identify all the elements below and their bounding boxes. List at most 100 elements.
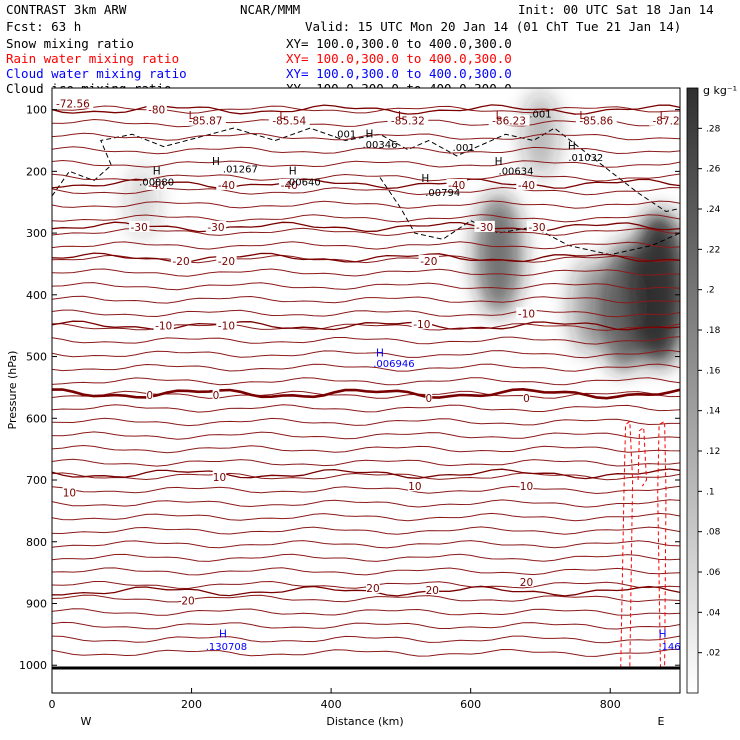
isotherm-430 — [52, 309, 680, 318]
extremum-H-8: H — [289, 165, 297, 177]
temp-label-bg-13 — [129, 220, 150, 232]
temp-label-2: -85.87 — [189, 116, 223, 128]
isotherm-870 — [52, 580, 680, 590]
rain-water-contours — [620, 420, 667, 669]
temp-label-bg-7 — [649, 114, 680, 126]
temp-label-22: -10 — [413, 319, 430, 331]
field-cloudwater-xy: XY= 100.0,300.0 to 400.0,300.0 — [286, 66, 512, 81]
temp-label-bg-28 — [62, 486, 77, 498]
isotherm-254 — [52, 200, 680, 209]
isotherm-main--20 — [52, 252, 680, 263]
isotherm-936 — [52, 621, 680, 630]
colorbar-tick-label-3: .08 — [706, 528, 721, 538]
isotherm-650 — [52, 444, 680, 454]
snow-core-1 — [599, 242, 649, 372]
temp-label-9: -40 — [218, 180, 235, 192]
y-tick-label-500: 500 — [26, 351, 47, 364]
isotherm-144 — [52, 132, 680, 141]
temp-label-bg-23 — [516, 307, 537, 319]
header-fcst: Fcst: 63 h — [6, 19, 81, 34]
temp-label-bg-31 — [519, 480, 534, 492]
value-label-8: .001 — [453, 143, 475, 154]
temp-label-bg-12 — [516, 178, 537, 190]
temp-label-35: 20 — [520, 577, 533, 589]
temp-label-bg-6 — [575, 114, 617, 126]
value-label-0: .00880 — [139, 178, 174, 189]
isotherm-716 — [52, 485, 680, 495]
temp-label-16: -30 — [528, 222, 545, 234]
y-axis-title: Pressure (hPa) — [6, 351, 19, 430]
y-tick-label-800: 800 — [26, 536, 47, 549]
isotherm-364 — [52, 268, 680, 277]
field-cloudwater-label: Cloud water mixing ratio — [6, 66, 187, 81]
temp-label-bg-5 — [488, 114, 530, 126]
value-label-7: .001 — [334, 129, 356, 140]
temp-label-bg-17 — [170, 254, 192, 266]
extremum-L-1: L — [279, 110, 285, 122]
temp-label-33: 20 — [366, 583, 379, 595]
isotherm-main-20 — [52, 585, 680, 597]
temp-label-11: -40 — [448, 180, 465, 192]
isotherm-914 — [52, 608, 680, 616]
extremum-L-3: L — [496, 110, 502, 122]
temp-label-bg-3 — [268, 114, 310, 126]
isotherm-760 — [52, 512, 680, 522]
value-label-5: .00634 — [499, 166, 534, 177]
field-rain-label: Rain water mixing ratio — [6, 51, 179, 66]
extremum-L-4: L — [579, 110, 585, 122]
cloud-ice-contour-upper — [52, 127, 680, 213]
colorbar-tick-label-1: .04 — [706, 608, 721, 618]
x-tick-label-400: 400 — [321, 698, 342, 711]
extremum-H-9: H — [366, 128, 374, 140]
temp-label-4: -85.32 — [391, 116, 425, 128]
y-tick-label-900: 900 — [26, 597, 47, 610]
extremum-H-14: H — [219, 628, 227, 640]
isotherm-298 — [52, 227, 680, 237]
temp-label-0: -72.56 — [56, 98, 90, 110]
temp-label-28: 10 — [63, 487, 76, 499]
temp-label-15: -30 — [476, 222, 493, 234]
x-tick-label-0: 0 — [49, 698, 56, 711]
isotherm-408 — [52, 295, 680, 304]
isotherm-892 — [52, 594, 680, 603]
isotherm-980 — [52, 648, 680, 657]
temp-label-19: -20 — [420, 256, 437, 268]
isotherm-694 — [52, 472, 680, 481]
temp-label-bg-25 — [212, 388, 220, 400]
temp-label-32: 20 — [181, 595, 194, 607]
colorbar-tick-label-9: .2 — [706, 286, 715, 296]
y-tick-label-700: 700 — [26, 474, 47, 487]
temp-label-bg-22 — [411, 317, 433, 329]
extremum-H-11: H — [495, 156, 503, 168]
x-tick-label-600: 600 — [460, 698, 481, 711]
field-snow-xy: XY= 100.0,300.0 to 400.0,300.0 — [286, 36, 512, 51]
header-init: Init: 00 UTC Sat 18 Jan 14 — [518, 2, 714, 17]
snow-core-2 — [569, 260, 610, 355]
colorbar-tick-label-12: .26 — [706, 165, 721, 175]
colorbar-tick-label-5: .12 — [706, 447, 720, 457]
extremum-H-10: H — [421, 173, 429, 185]
extremum-H-15: H — [659, 628, 667, 640]
temp-label-3: -85.54 — [272, 116, 306, 128]
value-label-12: .146 — [658, 642, 680, 653]
temp-label-10: -40 — [281, 180, 298, 192]
temp-label-23: -10 — [518, 308, 535, 320]
isotherm-826 — [52, 553, 680, 562]
value-label-10: .006946 — [373, 359, 414, 370]
temp-label-bg-18 — [216, 254, 237, 266]
colorbar-tick-label-13: .28 — [706, 124, 721, 134]
colorbar-tick-label-11: .24 — [706, 205, 721, 215]
temp-label-bg-21 — [216, 319, 237, 331]
temp-label-18: -20 — [218, 256, 235, 268]
temp-label-bg-26 — [425, 391, 433, 403]
temp-label-bg-8 — [146, 178, 167, 190]
colorbar-tick-label-6: .14 — [706, 407, 721, 417]
value-label-3: .00346 — [362, 140, 397, 151]
rain-contour-0 — [620, 420, 634, 669]
value-label-1: .01267 — [223, 165, 258, 176]
temp-label-27: 0 — [523, 393, 530, 405]
temp-label-bg-11 — [446, 178, 467, 190]
temp-label-8: -40 — [148, 180, 165, 192]
isotherm-738 — [52, 499, 680, 508]
